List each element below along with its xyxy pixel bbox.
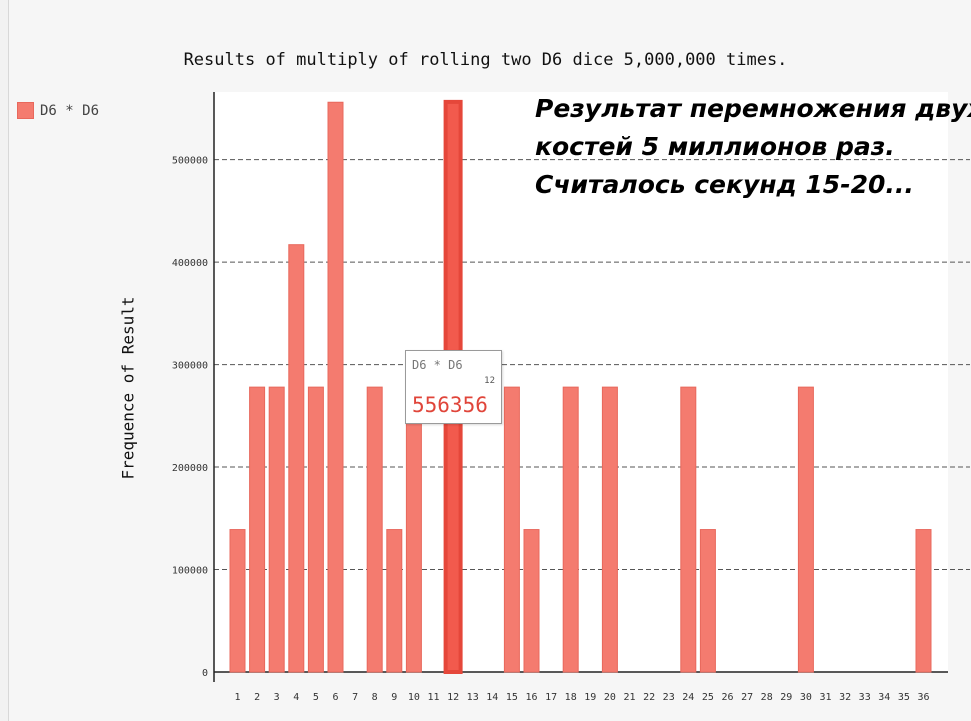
legend-label: D6 * D6 — [40, 102, 100, 119]
tooltip-series: D6 * D6 — [412, 358, 463, 372]
x-tick-label: 19 — [584, 692, 596, 703]
bar-8[interactable] — [366, 386, 383, 673]
x-tick-label: 8 — [372, 692, 378, 703]
chart-title: Results of multiply of rolling two D6 di… — [183, 50, 788, 70]
bar-9[interactable] — [386, 529, 403, 673]
x-tick-label: 18 — [565, 692, 577, 703]
x-tick-label: 32 — [839, 692, 851, 703]
y-tick-label: 200000 — [172, 463, 208, 474]
annotation-line-3: Считалось секунд 15-20... — [535, 170, 914, 199]
x-tick-label: 15 — [506, 692, 518, 703]
bar-3[interactable] — [268, 386, 285, 673]
x-tick-label: 20 — [604, 692, 616, 703]
tooltip-x-value: 12 — [484, 376, 495, 386]
y-tick-label: 300000 — [172, 361, 208, 372]
bar-36[interactable] — [915, 529, 932, 673]
x-tick-label: 5 — [313, 692, 319, 703]
x-tick-label: 12 — [447, 692, 459, 703]
x-tick-label: 16 — [525, 692, 537, 703]
tooltip: D6 * D6 12 556356 — [405, 350, 502, 424]
x-tick-label: 30 — [800, 692, 812, 703]
x-tick-label: 6 — [332, 692, 338, 703]
annotation-line-1: Результат перемножения двух — [535, 94, 971, 123]
bar-15[interactable] — [503, 386, 520, 673]
bar-20[interactable] — [601, 386, 618, 673]
bar-24[interactable] — [680, 386, 697, 673]
window-left-edge — [0, 0, 9, 721]
bar-2[interactable] — [249, 386, 266, 673]
x-tick-label: 3 — [274, 692, 280, 703]
legend-swatch — [17, 102, 34, 119]
bar-30[interactable] — [797, 386, 814, 673]
y-tick-label: 500000 — [172, 156, 208, 167]
x-tick-label: 23 — [663, 692, 675, 703]
x-tick-label: 27 — [741, 692, 753, 703]
x-tick-label: 17 — [545, 692, 557, 703]
x-tick-label: 26 — [721, 692, 733, 703]
x-tick-label: 1 — [234, 692, 240, 703]
x-tick-label: 2 — [254, 692, 260, 703]
bar-25[interactable] — [699, 529, 716, 673]
x-tick-label: 33 — [859, 692, 871, 703]
y-tick-label: 100000 — [172, 566, 208, 577]
x-tick-label: 36 — [917, 692, 929, 703]
x-tick-label: 9 — [391, 692, 397, 703]
bar-4[interactable] — [288, 244, 305, 673]
x-tick-label: 24 — [682, 692, 694, 703]
x-tick-label: 31 — [819, 692, 831, 703]
legend[interactable]: D6 * D6 — [17, 102, 99, 119]
x-tick-label: 4 — [293, 692, 299, 703]
x-tick-label: 10 — [408, 692, 420, 703]
x-tick-label: 35 — [898, 692, 910, 703]
y-tick-label: 0 — [202, 668, 208, 679]
x-tick-label: 7 — [352, 692, 358, 703]
bar-10[interactable] — [405, 386, 422, 673]
x-tick-label: 11 — [427, 692, 439, 703]
x-tick-label: 22 — [643, 692, 655, 703]
x-tick-label: 21 — [623, 692, 635, 703]
bar-18[interactable] — [562, 386, 579, 673]
x-tick-label: 34 — [878, 692, 890, 703]
x-tick-label: 29 — [780, 692, 792, 703]
y-tick-label: 400000 — [172, 258, 208, 269]
bar-16[interactable] — [523, 529, 540, 673]
x-tick-label: 28 — [761, 692, 773, 703]
x-tick-label: 25 — [702, 692, 714, 703]
x-tick-label: 13 — [467, 692, 479, 703]
bar-6[interactable] — [327, 101, 344, 673]
tooltip-value: 556356 — [412, 393, 488, 417]
annotation-line-2: костей 5 миллионов раз. — [535, 132, 895, 161]
bar-1[interactable] — [229, 529, 246, 673]
x-tick-label: 14 — [486, 692, 498, 703]
bar-5[interactable] — [307, 386, 324, 673]
annotation-text: Результат перемножения двух костей 5 мил… — [535, 90, 971, 204]
